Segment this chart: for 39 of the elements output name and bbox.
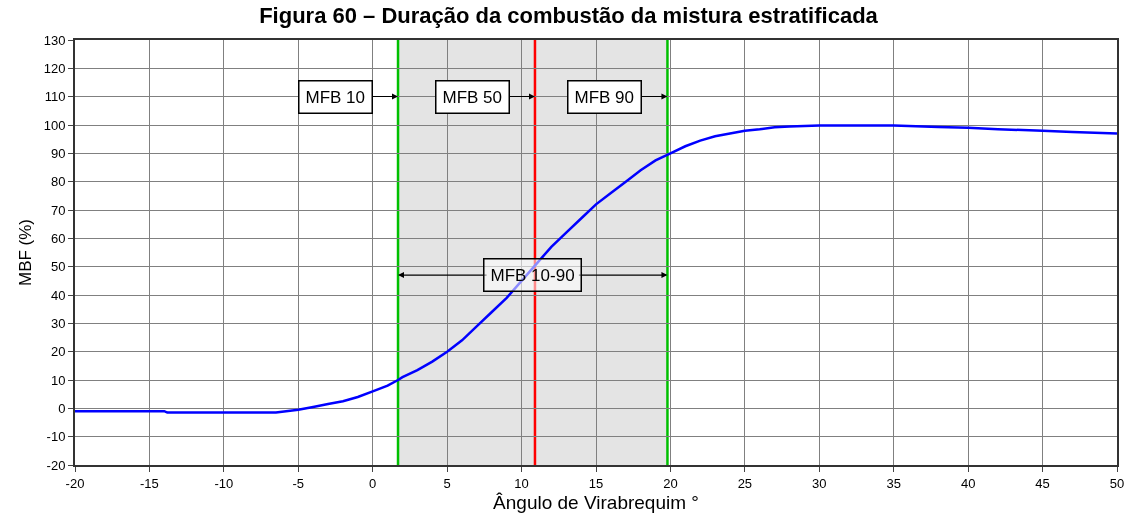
band-label: MFB 10-90	[490, 265, 575, 285]
x-tick-label: 50	[1109, 475, 1125, 491]
y-tick-label: 0	[58, 400, 66, 416]
y-tick-label: 60	[50, 230, 66, 246]
y-tick-label: 90	[50, 145, 66, 161]
line-series	[75, 124, 1117, 414]
ref-line-label: MFB 50	[442, 87, 503, 107]
y-tick-label: 110	[44, 89, 66, 105]
y-tick-label: 130	[43, 32, 66, 48]
y-tick-label: 40	[50, 287, 66, 303]
x-tick-label: -20	[65, 475, 85, 491]
x-tick-label: 5	[443, 475, 451, 491]
y-tick-label: -20	[46, 457, 66, 473]
y-tick-label: 80	[50, 174, 66, 190]
x-tick-label: 0	[369, 475, 377, 491]
x-tick-label: -10	[214, 475, 234, 491]
y-axis-title: MBF (%)	[15, 218, 35, 287]
x-tick-label: -5	[292, 475, 305, 491]
x-tick-label: 35	[886, 475, 901, 491]
y-tick-label: 10	[50, 372, 66, 388]
y-tick-label: 50	[50, 259, 66, 275]
x-tick-label: 15	[588, 475, 604, 491]
y-tick-label: 100	[43, 117, 66, 133]
x-tick-label: 25	[737, 475, 753, 491]
x-tick-label: 45	[1035, 475, 1050, 491]
x-axis-title: Ângulo de Virabrequim °	[493, 491, 699, 513]
y-tick-label: 30	[50, 315, 66, 331]
x-tick-label: 10	[514, 475, 529, 491]
x-tick-label: 30	[812, 475, 827, 491]
chart-title: Figura 60 – Duração da combustão da mistura estratificada	[259, 3, 879, 29]
x-tick-label: -15	[140, 475, 159, 491]
y-tick-label: -10	[46, 429, 66, 445]
ref-line-label: MFB 10	[305, 87, 366, 107]
x-tick-label: 40	[960, 475, 976, 491]
ref-line-label: MFB 90	[574, 87, 635, 107]
y-tick-label: 20	[50, 344, 66, 360]
y-tick-label: 70	[50, 202, 66, 218]
x-tick-label: 20	[663, 475, 678, 491]
y-tick-label: 120	[43, 60, 66, 76]
